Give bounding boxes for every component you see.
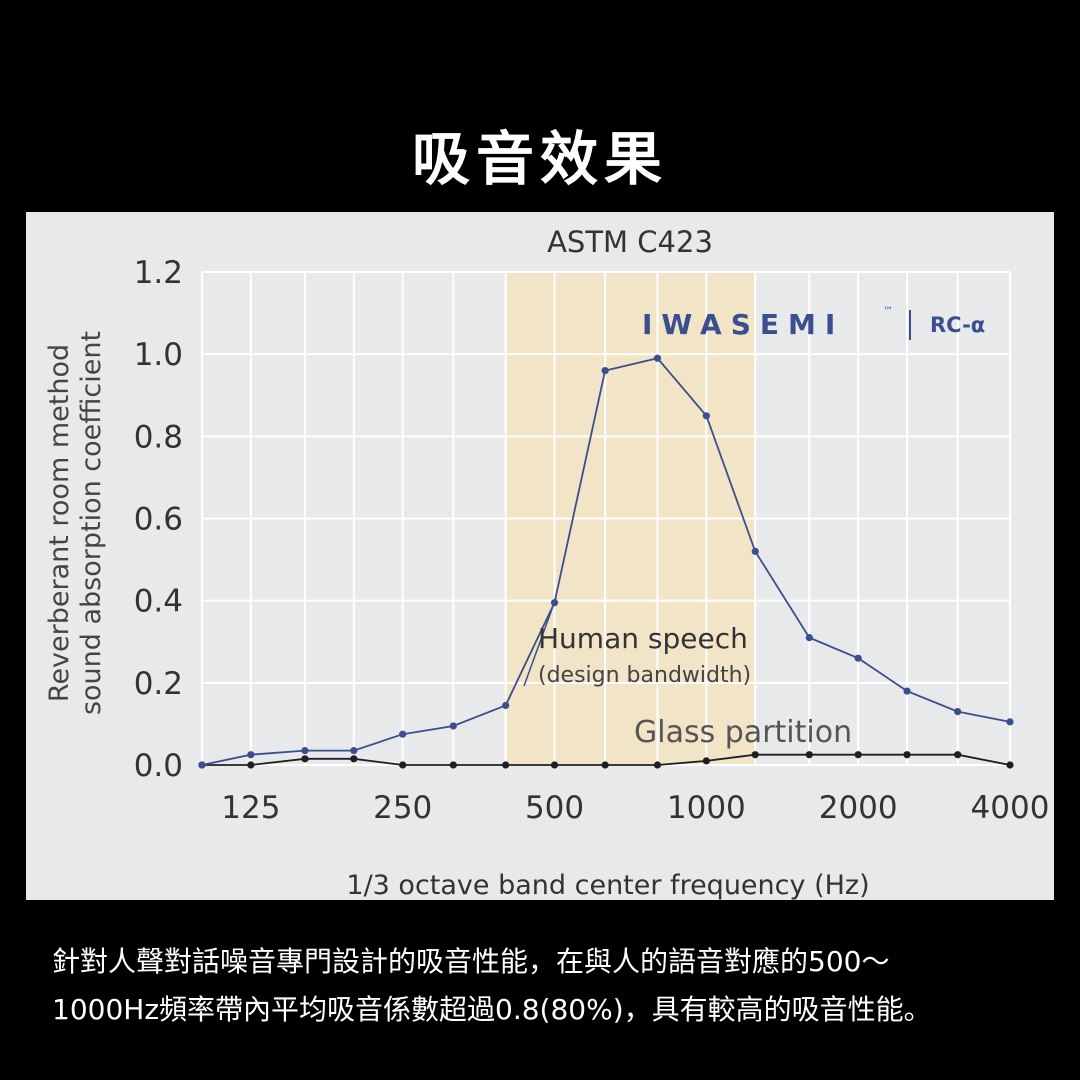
rc-alpha-series-point (903, 687, 911, 695)
speech-annotation: Human speech (538, 622, 748, 655)
rc-alpha-series-point (805, 634, 813, 642)
chart-title: ASTM C423 (547, 225, 713, 259)
y-axis-label-line1: Reverberant room method (44, 344, 75, 702)
rc-alpha-series-point (751, 547, 759, 555)
rc-alpha-series-point (601, 367, 609, 375)
glass-partition-series-point (550, 761, 559, 769)
caption: 針對人聲對話噪音專門設計的吸音性能，在與人的語音對應的500～ 1000Hz頻率… (52, 938, 1042, 1034)
glass-partition-series-point (502, 761, 510, 769)
y-tick-labels: 0.0 0.2 0.4 0.6 0.8 1.0 1.2 (134, 255, 183, 784)
x-tick-label: 4000 (971, 790, 1050, 826)
series-layer (198, 354, 1014, 769)
caption-line-2: 1000Hz頻率帶內平均吸音係數超過0.8(80%)，具有較高的吸音性能。 (52, 993, 932, 1026)
page-title: 吸音效果 (411, 125, 668, 193)
y-tick-label: 0.4 (134, 584, 183, 620)
glass-partition-series-point (903, 751, 911, 759)
absorption-chart: 0.0 0.2 0.4 0.6 0.8 1.0 1.2 125 250 500 1000 2000 4… (44, 225, 1049, 900)
glass-partition-series-point (350, 755, 358, 763)
rc-alpha-series-point (198, 761, 206, 769)
glass-partition-series-point (702, 757, 710, 765)
glass-partition-series-point (854, 751, 862, 759)
glass-partition-series-point (449, 761, 457, 769)
chart-panel: 0.0 0.2 0.4 0.6 0.8 1.0 1.2 125 250 500 1000 2000 4… (26, 212, 1054, 900)
y-tick-label: 0.0 (134, 748, 183, 784)
caption-line-1: 針對人聲對話噪音專門設計的吸音性能，在與人的語音對應的500～ (52, 945, 890, 978)
brand-model: RC-α (930, 313, 985, 337)
x-tick-label: 125 (221, 790, 280, 826)
x-tick-label: 1000 (667, 790, 746, 826)
speech-leader-line (523, 597, 557, 687)
y-tick-label: 0.2 (134, 666, 183, 702)
y-axis-label-line2: sound absorption coefficient (76, 331, 107, 715)
glass-partition-series-point (247, 761, 255, 769)
rc-alpha-series-point (399, 730, 407, 738)
x-tick-label: 500 (525, 790, 584, 826)
rc-alpha-series-point (954, 707, 962, 716)
x-tick-label: 250 (373, 790, 432, 826)
glass-partition-series-point (805, 751, 813, 759)
brand-logo-tm: ™ (883, 306, 893, 317)
y-tick-label: 0.8 (134, 419, 183, 455)
x-tick-labels: 125 250 500 1000 2000 4000 (221, 790, 1049, 826)
x-tick-label: 2000 (819, 790, 898, 826)
glass-partition-series-point (1006, 761, 1014, 769)
y-tick-label: 0.6 (134, 502, 183, 538)
glass-partition-series-point (751, 751, 759, 759)
rc-alpha-series-point (449, 722, 457, 730)
glass-annotation: Glass partition (634, 715, 852, 750)
glass-partition-series-point (301, 755, 309, 763)
glass-partition-series-point (954, 751, 962, 759)
rc-alpha-series-point (502, 701, 510, 710)
rc-alpha-series-point (350, 747, 358, 755)
rc-alpha-series-point (301, 747, 309, 755)
speech-annotation-sub: (design bandwidth) (538, 663, 751, 688)
y-tick-label: 1.0 (134, 337, 183, 373)
glass-partition-series-point (601, 761, 609, 769)
brand-logo: IWASEMI ™ RC-α (642, 306, 985, 341)
rc-alpha-series-point (247, 751, 255, 759)
rc-alpha-series-point (854, 654, 862, 662)
rc-alpha-series-point (1006, 718, 1014, 726)
x-axis-label: 1/3 octave band center frequency (Hz) (346, 870, 869, 900)
grid-lines (201, 271, 1011, 766)
glass-partition-series-point (399, 761, 407, 769)
rc-alpha-series-point (702, 412, 710, 420)
rc-alpha-series-point (653, 354, 662, 362)
glass-partition-series-point (653, 761, 662, 769)
brand-logo-text: IWASEMI (642, 308, 844, 341)
y-tick-label: 1.2 (134, 255, 183, 291)
